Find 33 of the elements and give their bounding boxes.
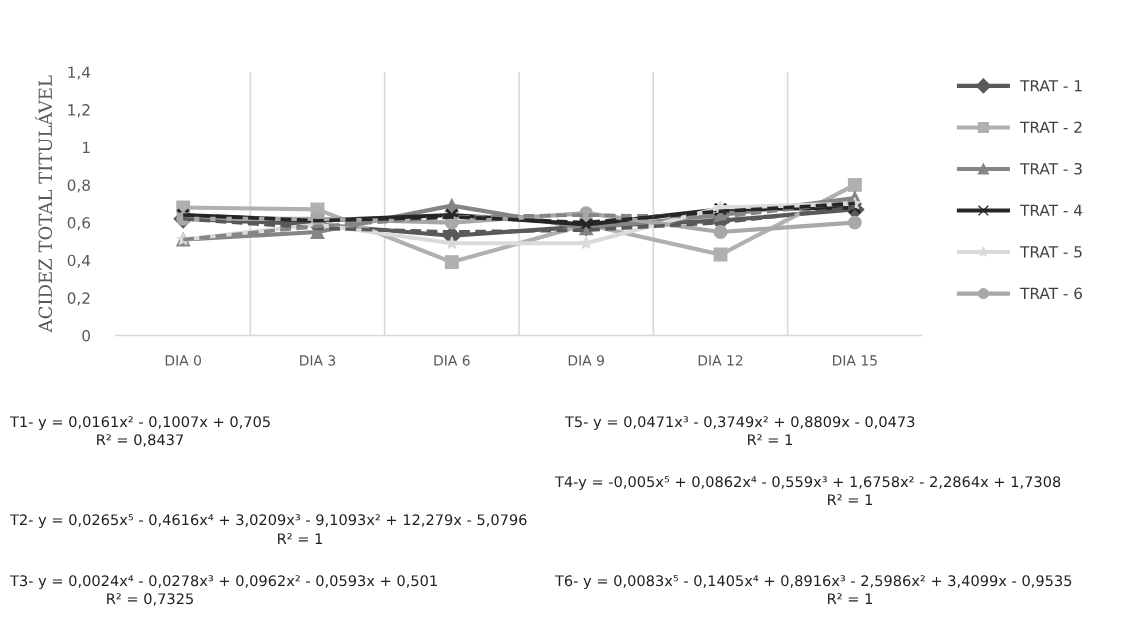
y-tick-label: 1 [82, 141, 90, 154]
y-tick-label: 0,8 [67, 179, 90, 193]
y-axis-title: ACIDEZ TOTAL TITULÁVEL [35, 75, 53, 333]
text: R² = 1 [828, 494, 873, 506]
y-tick-label: 0 [82, 329, 90, 342]
y-tick-label: 0,2 [67, 292, 90, 306]
text: R² = 0,8437 [97, 434, 183, 447]
legend-label: TRAT - 4 [1020, 204, 1083, 216]
text: R² = 0,7325 [107, 593, 193, 606]
legend-label: TRAT - 3 [1020, 163, 1082, 175]
text: T1- y = 0,0161x² - 0,1007x + 0,705 [9, 416, 270, 431]
text: R² = 1 [828, 593, 873, 605]
text: R² = 1 [278, 533, 323, 545]
x-tick-label: DIA 6 [434, 355, 470, 366]
legend-label: TRAT - 1 [1020, 80, 1082, 92]
text: T4-y = -0,005x⁵ + 0,0862x⁴ - 0,559x³ + 1,6758x² - 2,2864x + 1,7308 [554, 476, 1061, 491]
text: T5- y = 0,0471x³ - 0,3749x² + 0,8809x - 0,0473 [564, 416, 915, 431]
x-tick-label: DIA 0 [165, 355, 202, 366]
y-tick-label: 1,4 [68, 66, 91, 80]
y-tick-label: 0,4 [67, 254, 91, 268]
legend-label: TRAT - 2 [1020, 121, 1082, 133]
text: T6- y = 0,0083x⁵ - 0,1405x⁴ + 0,8916x³ - 2,5986x² + 3,4099x - 0,9535 [554, 575, 1072, 590]
x-tick-label: DIA 3 [300, 355, 336, 366]
text: T3- y = 0,0024x⁴ - 0,0278x³ + 0,0962x² - 0,0593x + 0,501 [9, 575, 437, 590]
legend-label: TRAT - 5 [1020, 246, 1082, 258]
x-tick-label: DIA 12 [698, 355, 743, 366]
legend-label: TRAT - 6 [1020, 287, 1082, 300]
y-tick-label: 1,2 [68, 104, 90, 118]
x-tick-label: DIA 9 [568, 355, 604, 366]
text: R² = 1 [748, 434, 793, 446]
text: T2- y = 0,0265x⁵ - 0,4616x⁴ + 3,0209x³ - 9,1093x² + 12,279x - 5,0796 [9, 514, 527, 529]
y-tick-label: 0,6 [67, 217, 91, 231]
x-tick-label: DIA 15 [833, 355, 877, 366]
